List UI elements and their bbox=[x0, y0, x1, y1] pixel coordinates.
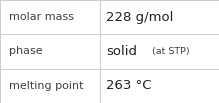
Text: melting point: melting point bbox=[9, 81, 83, 91]
Text: phase: phase bbox=[9, 46, 42, 57]
Text: 263 °C: 263 °C bbox=[106, 79, 152, 92]
Text: molar mass: molar mass bbox=[9, 12, 74, 22]
Text: 228 g/mol: 228 g/mol bbox=[106, 11, 174, 24]
Text: solid: solid bbox=[106, 45, 137, 58]
Text: (at STP): (at STP) bbox=[150, 47, 190, 56]
